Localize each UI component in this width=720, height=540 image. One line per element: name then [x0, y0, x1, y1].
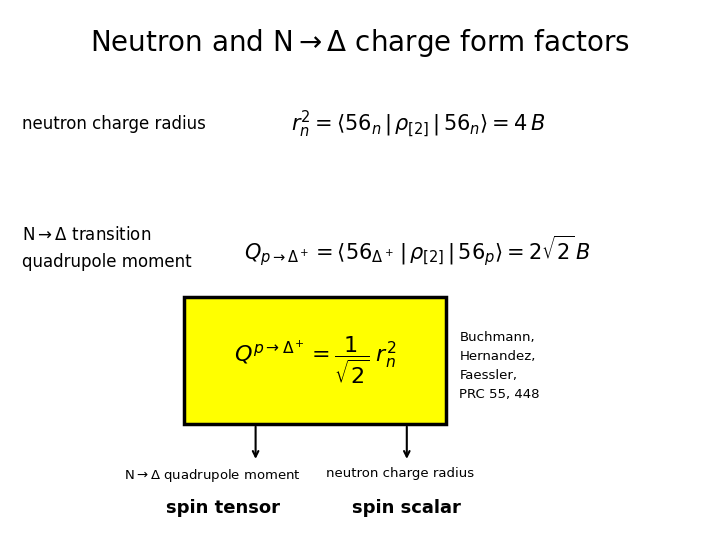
Text: Neutron and N$\rightarrow\Delta$ charge form factors: Neutron and N$\rightarrow\Delta$ charge … [90, 27, 630, 59]
Text: spin scalar: spin scalar [352, 498, 462, 517]
Text: $Q_{p\rightarrow\Delta^+} = \langle 56_{\Delta^+} \,|\, \rho_{[2]} \,|\, 56_p \r: $Q_{p\rightarrow\Delta^+} = \langle 56_{… [244, 234, 591, 268]
Text: quadrupole moment: quadrupole moment [22, 253, 192, 271]
Text: spin tensor: spin tensor [166, 498, 280, 517]
Text: Buchmann,
Hernandez,
Faessler,
PRC 55, 448: Buchmann, Hernandez, Faessler, PRC 55, 4… [459, 331, 540, 401]
Text: neutron charge radius: neutron charge radius [325, 467, 474, 480]
Text: N$\rightarrow\Delta$ transition: N$\rightarrow\Delta$ transition [22, 226, 151, 244]
Text: N$\rightarrow\Delta$ quadrupole moment: N$\rightarrow\Delta$ quadrupole moment [124, 467, 301, 484]
Text: $r_n^2 = \langle 56_n \,|\, \rho_{[2]} \,|\, 56_n \rangle = 4\,B$: $r_n^2 = \langle 56_n \,|\, \rho_{[2]} \… [291, 109, 544, 140]
Text: neutron charge radius: neutron charge radius [22, 115, 205, 133]
Bar [184, 297, 446, 424]
Text: $Q^{p\rightarrow\Delta^+} = \dfrac{1}{\sqrt{2}}\;r_n^2$: $Q^{p\rightarrow\Delta^+} = \dfrac{1}{\s… [234, 335, 397, 387]
